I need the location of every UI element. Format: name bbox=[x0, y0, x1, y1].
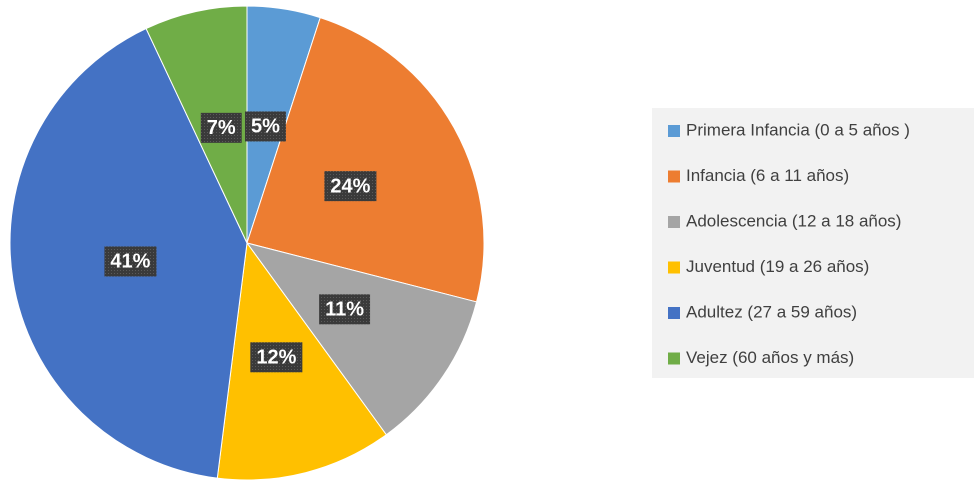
legend-label: Adolescencia (12 a 18 años) bbox=[686, 211, 901, 230]
data-label-box bbox=[104, 246, 157, 277]
data-label-box bbox=[245, 111, 286, 142]
legend-swatch bbox=[668, 352, 680, 365]
legend-label: Infancia (6 a 11 años) bbox=[686, 166, 849, 185]
data-label: 11% bbox=[325, 299, 364, 321]
data-label: 5% bbox=[251, 116, 280, 138]
data-label: 24% bbox=[330, 175, 370, 197]
data-label-box bbox=[200, 112, 242, 143]
data-label-box bbox=[250, 342, 303, 373]
legend-swatch bbox=[668, 170, 680, 183]
data-label: 41% bbox=[110, 251, 150, 273]
legend-swatch bbox=[668, 216, 680, 228]
data-label-box bbox=[324, 171, 377, 202]
data-label: 12% bbox=[256, 347, 296, 369]
legend-label: Juventud (19 a 26 años) bbox=[686, 257, 869, 276]
data-label: 7% bbox=[207, 117, 236, 139]
legend-swatch bbox=[668, 261, 680, 274]
legend-swatch bbox=[668, 307, 680, 319]
legend-label: Adultez (27 a 59 años) bbox=[686, 302, 857, 321]
pie-slice bbox=[245, 242, 478, 436]
pie-slice bbox=[145, 5, 248, 244]
pie-slice bbox=[246, 16, 485, 303]
data-label-box bbox=[319, 294, 371, 325]
legend-swatch bbox=[668, 125, 680, 137]
legend-label: Vejez (60 años y más) bbox=[686, 348, 854, 367]
legend-label: Primera Infancia (0 a 5 años ) bbox=[686, 120, 910, 139]
legend-background bbox=[652, 108, 974, 378]
